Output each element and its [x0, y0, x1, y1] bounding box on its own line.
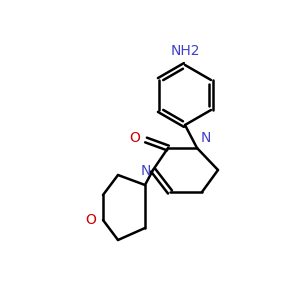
Text: O: O	[129, 131, 140, 145]
Text: O: O	[85, 213, 96, 227]
Text: N: N	[141, 164, 151, 178]
Text: NH2: NH2	[170, 44, 200, 58]
Text: N: N	[201, 131, 211, 145]
